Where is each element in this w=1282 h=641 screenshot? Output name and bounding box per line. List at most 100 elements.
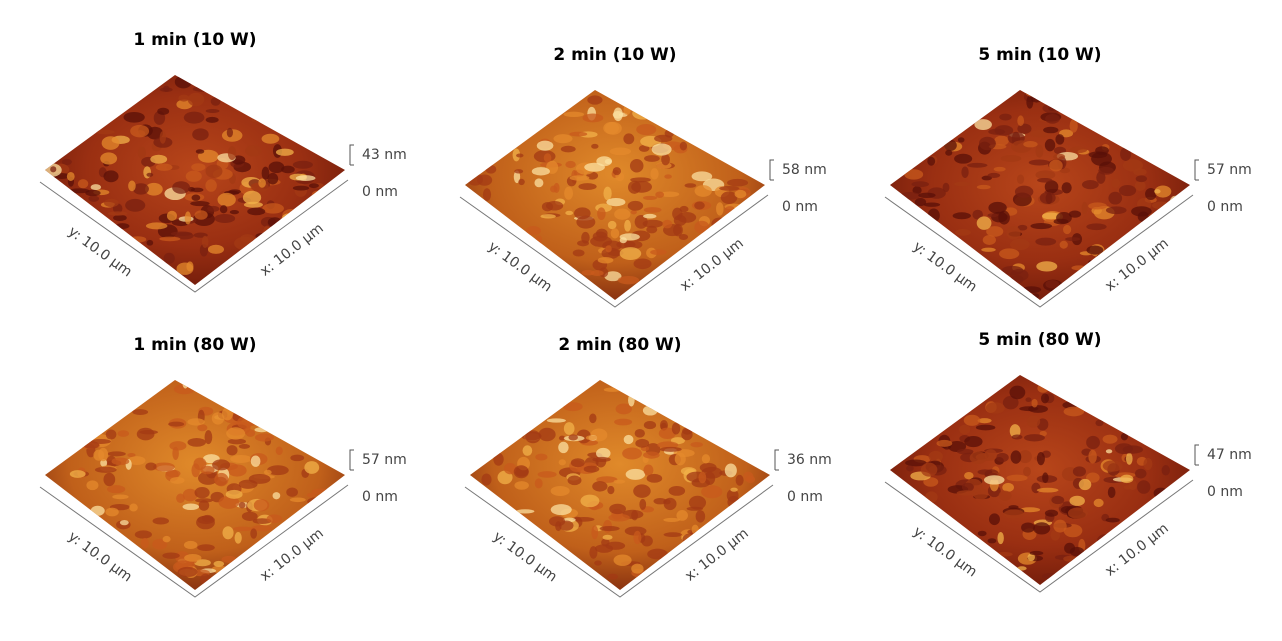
surface-bump (197, 544, 215, 551)
surface-bump (995, 125, 1014, 136)
surface-bump (1045, 114, 1060, 124)
surface-bump (746, 476, 755, 483)
surface-bump (1145, 188, 1157, 200)
y-axis-label: y: 10.0 µm (910, 239, 980, 296)
surface-bump (195, 487, 210, 498)
surface-bump (684, 183, 696, 187)
surface-bump (535, 235, 542, 244)
surface-bump (1022, 286, 1041, 293)
surface-bump (611, 228, 619, 238)
surface-bump (924, 202, 941, 206)
surface-bump (603, 187, 611, 201)
surface-bump (647, 549, 668, 560)
surface-bump (304, 461, 319, 474)
surface-bump (554, 183, 560, 193)
surface-bump (540, 214, 555, 218)
surface-bump (977, 216, 992, 229)
surface-bump (178, 95, 189, 102)
surface-bump (191, 163, 205, 171)
surface-bump (996, 552, 1013, 557)
surface-bump (1017, 566, 1027, 570)
surface-bump (105, 508, 118, 517)
surface-bump (191, 463, 200, 477)
surface-bump (1120, 475, 1133, 483)
surface-bump (262, 203, 284, 213)
surface-bump (983, 235, 996, 245)
surface-bump (736, 475, 744, 486)
surface-bump (1071, 265, 1086, 270)
z-min-label: 0 nm (787, 489, 823, 505)
surface-bump (1041, 393, 1049, 403)
x-axis-label: x: 10.0 µm (257, 525, 326, 584)
surface-bump (568, 434, 577, 440)
surface-bump (273, 492, 281, 499)
surface-bump (1036, 145, 1044, 158)
surface-bump (247, 208, 265, 216)
surface-bump (1070, 119, 1078, 133)
surface-bump (698, 472, 706, 483)
surface-bump (108, 211, 128, 215)
surface-bump (1123, 445, 1143, 453)
surface-bump (538, 471, 557, 478)
surface-bump (1046, 385, 1062, 390)
surface-bump (558, 442, 568, 453)
surface-bump (650, 405, 665, 410)
surface-bump (587, 95, 602, 104)
surface-bump (128, 181, 136, 192)
surface-bump (150, 155, 167, 164)
surface-bump (175, 75, 192, 88)
surface-bump (970, 452, 987, 464)
surface-bump (262, 134, 280, 144)
surface-bump (1151, 212, 1173, 220)
surface-bump (997, 532, 1003, 544)
surface-bump (607, 574, 618, 580)
surface-bump (1065, 237, 1080, 241)
surface-bump (701, 485, 722, 498)
surface-bump (199, 385, 215, 393)
surface-bump (516, 153, 524, 157)
surface-bump (88, 195, 99, 201)
surface-bump (141, 538, 149, 549)
surface-bump (514, 465, 529, 478)
surface-bump (633, 531, 641, 544)
surface-bump (1059, 390, 1070, 396)
surface-bump (1028, 405, 1048, 413)
z-scale-bracket (1195, 445, 1199, 465)
surface-bump (178, 567, 198, 577)
surface-bump (626, 469, 646, 480)
surface-bump (307, 497, 325, 505)
surface-bump (915, 198, 926, 206)
surface-bump (1063, 225, 1071, 234)
surface-bump (568, 475, 582, 485)
surface-bump (1106, 449, 1112, 453)
z-scale-bracket (350, 450, 354, 470)
z-max-label: 43 nm (362, 147, 407, 163)
surface-bump (1023, 467, 1031, 476)
surface-bump (605, 245, 611, 252)
surface-bump (222, 526, 233, 539)
surface-bump (622, 447, 642, 459)
surface-bump (1137, 480, 1150, 494)
surface-bump (1045, 510, 1058, 517)
surface-bump (1098, 167, 1114, 175)
surface-bump (132, 409, 148, 415)
surface-bump (1062, 109, 1083, 115)
surface-bump (577, 240, 589, 246)
afm-panel: 5 min (10 W)57 nm0 nmy: 10.0 µmx: 10.0 µ… (885, 45, 1252, 307)
surface-bump (481, 473, 491, 485)
surface-bump (1031, 85, 1053, 91)
surface-bump (636, 124, 656, 135)
surface-bump (614, 209, 630, 220)
surface-bump (1011, 275, 1023, 283)
surface-bump (116, 223, 130, 229)
surface-bump (719, 186, 739, 191)
surface-bump (631, 181, 652, 193)
surface-bump (1088, 202, 1107, 209)
surface-bump (643, 214, 656, 219)
surface-bump (1043, 127, 1058, 134)
surface-bump (680, 142, 687, 151)
surface-bump (1035, 238, 1056, 246)
surface-bump (1131, 206, 1152, 216)
surface-bump (614, 419, 632, 426)
surface-bump (944, 140, 957, 151)
